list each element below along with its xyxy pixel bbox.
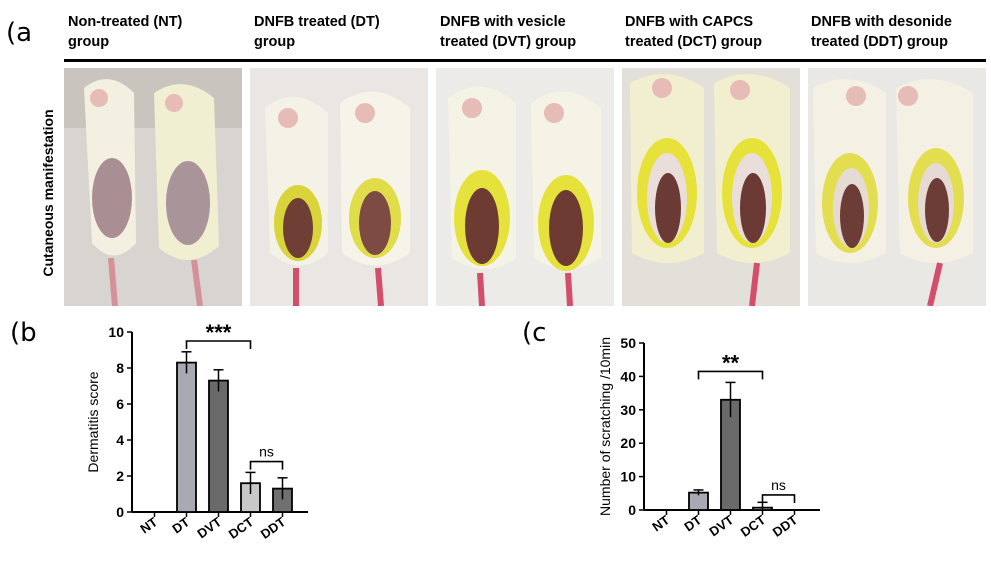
chart-b-x-tick-label-dt: DT [169, 514, 192, 536]
chart-b-bar-dvt [208, 379, 229, 513]
chart-b-x-tick-label-dct: DCT [226, 514, 257, 542]
chart-c-x-tick-label-nt: NT [649, 512, 672, 534]
chart-c-y-tick-label: 20 [620, 435, 636, 451]
chart-c-significance-bracket [697, 370, 764, 380]
chart-b-y-tick-label: 8 [116, 360, 124, 376]
mouse-left [630, 74, 704, 263]
chart-c-significance-label: ** [722, 350, 740, 375]
chart-dermatitis-score: 0 2 4 6 8 10 Dermatitis score NT DT DVT DCT DDT *** n… [85, 320, 308, 542]
group-head-dt: DNFB treated (DT) group [254, 14, 380, 50]
chart-c-y-axis-label: Number of scratching /10min [597, 337, 613, 516]
chart-c-y-tick-label: 30 [620, 402, 636, 418]
header-rule [64, 59, 986, 62]
chart-c-x-tick-label-dct: DCT [738, 512, 769, 540]
chart-b-y-axis-label: Dermatitis score [85, 371, 101, 472]
chart-b-significance-bracket [249, 460, 284, 470]
chart-b-y-tick-label: 10 [108, 324, 124, 340]
panel-b-letter: b [20, 318, 37, 348]
group-head-nt: Non-treated (NT) group [68, 14, 183, 50]
chart-b-y-tick-label: 4 [116, 432, 124, 448]
chart-b-y-tick-label: 2 [116, 468, 124, 484]
group-head-dvt: DNFB with vesicle treated (DVT) group [440, 14, 577, 50]
chart-c-y-tick-label: 40 [620, 368, 636, 384]
chart-c-significance-label: ns [771, 477, 786, 493]
chart-c-x-tick-label-dvt: DVT [706, 512, 736, 539]
panel-c-label: (c [522, 318, 547, 348]
chart-b-y-tick-label: 0 [116, 504, 124, 520]
row-label-cutaneous: Cutaneous manifestation [40, 109, 56, 277]
mouse-left [813, 79, 886, 263]
group-head-dct: DNFB with CAPCS treated (DCT) group [625, 14, 762, 50]
mouse-right [154, 84, 219, 306]
group-head-ddt: DNFB with desonide treated (DDT) group [811, 14, 952, 50]
mouse-right [714, 74, 790, 306]
mouse-left [448, 86, 516, 306]
chart-b-bar-dt [176, 361, 197, 513]
chart-b-significance-label: ns [259, 444, 274, 460]
chart-b-y-tick-label: 6 [116, 396, 124, 412]
chart-c-y-tick-label: 0 [628, 502, 636, 518]
chart-c-y-tick-label: 10 [620, 469, 636, 485]
photo-ddt-mice [808, 68, 986, 306]
chart-c-x-tick-label-dt: DT [681, 512, 704, 534]
chart-b-significance-label: *** [206, 320, 232, 345]
mouse-left [84, 79, 136, 306]
panel-b-label: (b [10, 318, 37, 348]
mouse-left [265, 96, 328, 306]
photo-nt-mice [64, 68, 242, 306]
mouse-right [340, 91, 410, 306]
chart-b-significance-bracket [185, 340, 252, 349]
photo-dct-mice [622, 68, 800, 306]
panel-c-letter: c [532, 318, 547, 348]
panel-a-letter: a [16, 18, 33, 48]
chart-b-x-tick-label-nt: NT [137, 514, 160, 536]
mouse-right [896, 79, 973, 306]
chart-c-x-tick-label-ddt: DDT [770, 512, 801, 540]
chart-scratching-count: 0 10 20 30 40 50 Number of scratching /10min NT… [597, 335, 820, 540]
mouse-right [531, 91, 601, 306]
photo-dvt-mice [436, 68, 614, 306]
chart-b-x-tick-label-ddt: DDT [258, 514, 289, 542]
chart-c-significance-bracket [761, 494, 796, 503]
panel-a-label: (a [6, 18, 33, 48]
chart-b-x-tick-label-dvt: DVT [194, 514, 224, 541]
photo-dt-mice [250, 68, 428, 306]
chart-c-y-tick-label: 50 [620, 335, 636, 351]
